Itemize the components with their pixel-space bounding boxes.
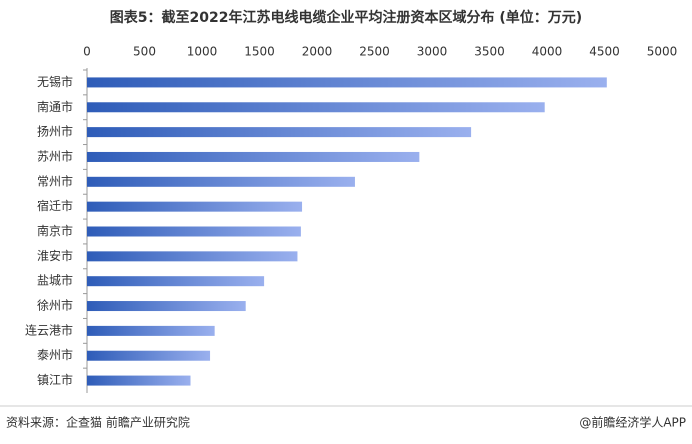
y-tick-label: 宿迁市 xyxy=(37,198,73,213)
x-tick-label: 2500 xyxy=(359,45,390,59)
bar xyxy=(87,276,265,287)
bar xyxy=(87,325,215,336)
bar xyxy=(87,301,246,312)
bar xyxy=(87,201,303,212)
bar xyxy=(87,151,420,162)
y-tick-label: 盐城市 xyxy=(37,273,73,288)
y-tick-label: 徐州市 xyxy=(37,298,73,313)
bar xyxy=(87,251,298,262)
y-tick-label: 淮安市 xyxy=(37,248,73,263)
y-tick-label: 南通市 xyxy=(37,99,73,114)
x-tick-label: 3000 xyxy=(417,45,448,59)
x-tick-label: 0 xyxy=(83,45,91,59)
credit: @前瞻经济学人APP xyxy=(579,415,686,430)
x-tick-label: 5000 xyxy=(647,45,678,59)
y-tick-label: 南京市 xyxy=(37,223,73,238)
x-tick-label: 4000 xyxy=(532,45,563,59)
bar xyxy=(87,350,211,361)
x-tick-label: 3500 xyxy=(474,45,505,59)
y-tick-label: 泰州市 xyxy=(37,347,73,362)
bar xyxy=(87,176,355,187)
bar xyxy=(87,77,607,88)
x-tick-label: 4500 xyxy=(589,45,620,59)
x-tick-label: 1500 xyxy=(244,45,275,59)
source-note: 资料来源：企查猫 前瞻产业研究院 xyxy=(6,415,190,430)
bar xyxy=(87,226,301,237)
y-tick-label: 扬州市 xyxy=(37,124,73,139)
y-tick-label: 镇江市 xyxy=(37,372,73,387)
chart-title: 图表5：截至2022年江苏电线电缆企业平均注册资本区域分布 (单位：万元) xyxy=(110,9,582,26)
x-tick-label: 500 xyxy=(133,45,156,59)
y-tick-label: 常州市 xyxy=(37,173,73,188)
x-tick-label: 2000 xyxy=(302,45,333,59)
y-tick-label: 苏州市 xyxy=(37,148,73,163)
bar xyxy=(87,102,545,113)
bar xyxy=(87,375,191,386)
y-tick-label: 连云港市 xyxy=(25,322,73,337)
y-tick-label: 无锡市 xyxy=(37,74,73,89)
bar xyxy=(87,127,472,138)
x-tick-label: 1000 xyxy=(187,45,218,59)
